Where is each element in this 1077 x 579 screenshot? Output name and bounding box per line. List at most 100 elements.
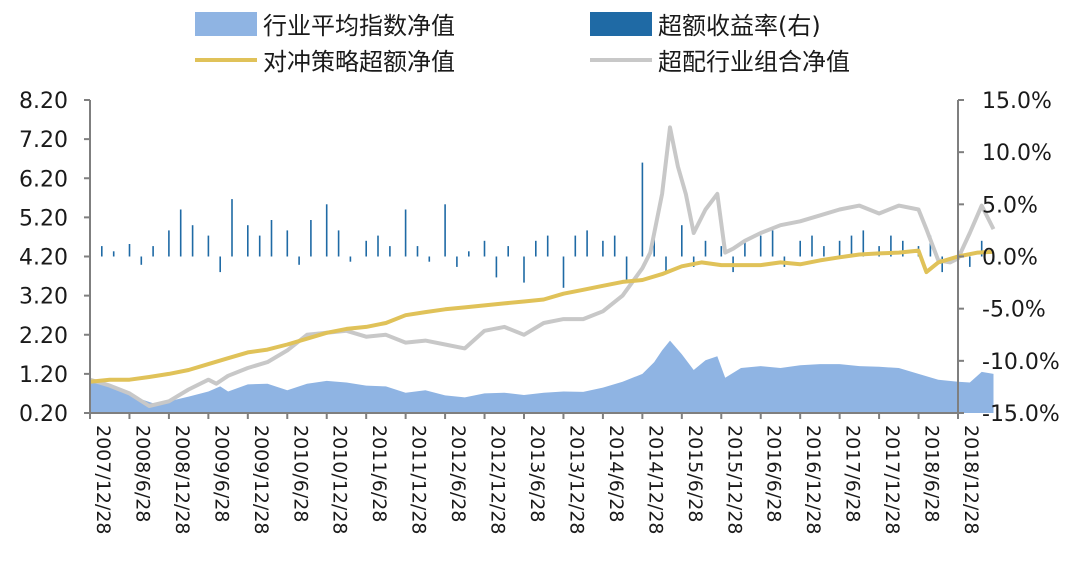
bar-excess	[625, 256, 628, 283]
bar-excess	[286, 230, 289, 257]
bar-excess	[191, 225, 194, 257]
bar-excess	[823, 246, 825, 257]
bar-excess	[468, 251, 470, 257]
x-tick-label: 2017/12/28	[881, 425, 903, 535]
y-left-tick-label: 0.20	[19, 402, 68, 427]
x-tick-label: 2016/12/28	[802, 425, 824, 535]
y-left-tick-label: 4.20	[19, 246, 68, 271]
y-left-tick-label: 7.20	[19, 128, 68, 153]
bar-excess	[128, 244, 131, 257]
bar-excess	[231, 199, 233, 257]
y-right-tick-label: 0.0%	[982, 246, 1038, 271]
bar-excess	[980, 240, 983, 257]
bar-excess	[704, 240, 707, 257]
bar-excess	[507, 246, 509, 257]
bar-excess	[495, 256, 498, 278]
legend-item-avg: 行业平均指数净值	[195, 12, 455, 40]
bar-excess	[641, 162, 644, 257]
legend-item-hedge: 对冲策略超额净值	[195, 48, 455, 76]
line-layer	[89, 125, 996, 408]
legend-item-combo: 超配行业组合净值	[590, 48, 850, 76]
x-tick-label: 2017/6/28	[842, 425, 864, 522]
bar-excess	[941, 256, 943, 273]
y-right-tick-label: 5.0%	[982, 193, 1038, 218]
bar-excess	[179, 209, 182, 257]
y-right-tick-label: 15.0%	[982, 89, 1052, 114]
bar-excess	[535, 240, 537, 257]
y-left-tick-label: 5.20	[19, 206, 68, 231]
bar-excess	[681, 225, 683, 257]
bar-excess	[337, 230, 340, 257]
bar-excess	[456, 256, 458, 267]
bar-excess	[428, 256, 431, 262]
legend-label-combo: 超配行业组合净值	[658, 48, 850, 76]
bar-excess	[349, 256, 352, 262]
y-left-tick-label: 8.20	[19, 89, 68, 114]
bar-excess	[365, 240, 367, 257]
bar-excess	[377, 235, 379, 257]
x-tick-label: 2015/6/28	[684, 425, 706, 522]
x-tick-label: 2008/12/28	[171, 425, 193, 535]
bar-excess	[416, 246, 419, 257]
bar-excess	[720, 246, 723, 257]
series-area-avg	[90, 340, 994, 413]
bar-excess	[310, 220, 312, 257]
bar-excess	[613, 235, 616, 257]
bar-excess	[247, 225, 249, 257]
bar-excess	[523, 256, 525, 283]
bar-excess	[744, 240, 746, 257]
bar-excess	[771, 230, 774, 257]
x-tick-label: 2018/6/28	[921, 425, 943, 522]
bar-excess	[101, 246, 103, 257]
legend: 行业平均指数净值 超额收益率(右) 对冲策略超额净值 超配行业组合净值	[195, 12, 850, 76]
bar-excess	[207, 235, 210, 257]
y-right-tick-label: -5.0%	[982, 298, 1046, 323]
bar-excess	[112, 251, 115, 257]
bar-excess	[850, 235, 853, 257]
bar-excess	[665, 256, 667, 273]
x-tick-label: 2012/6/28	[447, 425, 469, 522]
x-tick-label: 2008/6/28	[131, 425, 153, 522]
x-tick-label: 2014/12/28	[644, 425, 666, 535]
x-tick-label: 2014/6/28	[605, 425, 627, 522]
bar-excess	[219, 256, 221, 273]
x-tick-label: 2018/12/28	[960, 425, 982, 535]
bar-excess	[838, 240, 841, 257]
bar-excess	[168, 230, 170, 257]
legend-label-hedge: 对冲策略超额净值	[263, 48, 455, 76]
bar-layer	[89, 162, 995, 288]
bar-excess	[902, 240, 904, 257]
bar-excess	[140, 256, 143, 265]
x-tick-label: 2011/12/28	[408, 425, 430, 535]
y-left-tick-label: 1.20	[19, 363, 68, 388]
bar-excess	[298, 256, 300, 265]
x-tick-label: 2009/6/28	[210, 425, 232, 522]
x-tick-label: 2009/12/28	[250, 425, 272, 535]
bar-excess	[258, 235, 261, 257]
series-line-combo	[89, 125, 996, 408]
y-left-tick-label: 2.20	[19, 324, 68, 349]
bar-excess	[586, 230, 588, 257]
y-right-tick-label: -15.0%	[982, 402, 1060, 427]
x-tick-label: 2015/12/28	[723, 425, 745, 535]
legend-swatch-excess	[590, 12, 652, 36]
bar-excess	[483, 240, 486, 257]
bar-excess	[389, 246, 391, 257]
x-tick-label: 2013/6/28	[526, 425, 548, 522]
bar-excess	[562, 256, 565, 288]
x-tick-label: 2010/6/28	[289, 425, 311, 522]
axes: 0.20 1.20 2.20 3.20 4.20 5.20 6.20 7.20 8.20 -15.…	[19, 89, 1060, 535]
x-tick-label: 2010/12/28	[329, 425, 351, 535]
legend-label-excess: 超额收益率(右)	[658, 12, 821, 40]
x-tick-label: 2011/6/28	[368, 425, 390, 522]
bar-excess	[862, 230, 865, 257]
legend-item-excess: 超额收益率(右)	[590, 12, 821, 40]
bar-excess	[404, 209, 407, 257]
bar-excess	[692, 256, 695, 267]
bar-excess	[992, 256, 995, 262]
bar-excess	[152, 246, 154, 257]
bar-excess	[759, 235, 762, 257]
bar-excess	[799, 240, 801, 257]
bar-excess	[325, 204, 328, 257]
